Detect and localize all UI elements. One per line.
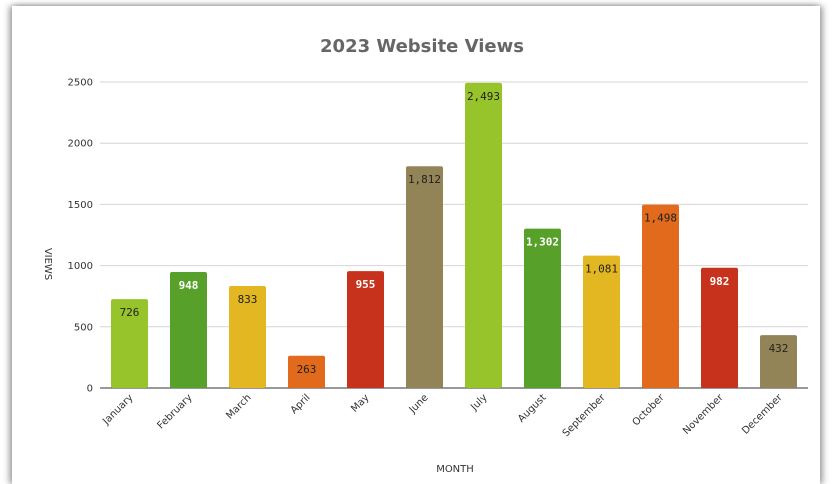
x-tick-label: March	[224, 392, 253, 421]
y-tick-label: 0	[87, 384, 93, 395]
x-tick-label: November	[681, 392, 726, 437]
data-label: 1,302	[526, 236, 559, 249]
data-label: 833	[238, 293, 258, 306]
bar-may	[347, 271, 384, 388]
x-tick-label: December	[740, 392, 785, 437]
chart-title: 2023 Website Views	[320, 36, 524, 57]
x-tick-label: April	[289, 392, 313, 416]
x-tick-label: August	[516, 392, 549, 425]
y-tick-label: 2000	[68, 139, 93, 150]
data-label: 2,493	[467, 90, 500, 103]
y-tick-label: 500	[74, 322, 93, 333]
bar-march	[229, 286, 266, 388]
bars	[111, 82, 797, 388]
y-tick-label: 1500	[68, 200, 93, 211]
x-tick-label: October	[631, 392, 668, 429]
x-tick-label: June	[407, 392, 431, 416]
y-tick-label: 1000	[68, 261, 93, 272]
data-label: 432	[769, 342, 789, 355]
bar-october	[642, 204, 679, 388]
y-tick-label: 2500	[68, 78, 93, 89]
data-label: 726	[120, 306, 140, 319]
x-tick-label: May	[349, 392, 371, 414]
data-label: 1,081	[585, 263, 618, 276]
bar-july	[465, 82, 502, 388]
data-label: 1,498	[644, 212, 677, 225]
data-label: 263	[297, 363, 317, 376]
bar-february	[170, 271, 207, 388]
y-axis-ticks: 0 500 1000 1500 2000 2500	[68, 78, 93, 395]
x-axis-ticks: January February March April May June July Augu…	[100, 392, 785, 439]
bar-january	[111, 299, 148, 388]
data-label: 948	[179, 279, 199, 292]
data-labels: 726 948 833 263 955 1,812 2,493 1,302 1,081 1,498…	[120, 90, 789, 376]
x-tick-label: January	[100, 392, 135, 427]
x-tick-label: September	[561, 392, 608, 439]
bar-november	[701, 267, 738, 388]
x-tick-label: February	[156, 392, 195, 431]
data-label: 955	[356, 278, 376, 291]
x-tick-label: July	[468, 392, 489, 413]
data-label: 1,812	[408, 173, 441, 186]
bar-august	[524, 228, 561, 388]
gridlines	[100, 81, 808, 389]
y-axis-title: VIEWS	[42, 248, 53, 280]
bar-december	[760, 335, 797, 388]
x-axis-title: MONTH	[436, 464, 474, 475]
bar-september	[583, 255, 620, 388]
bar-june	[406, 166, 443, 388]
bar-april	[288, 355, 325, 388]
data-label: 982	[710, 275, 730, 288]
